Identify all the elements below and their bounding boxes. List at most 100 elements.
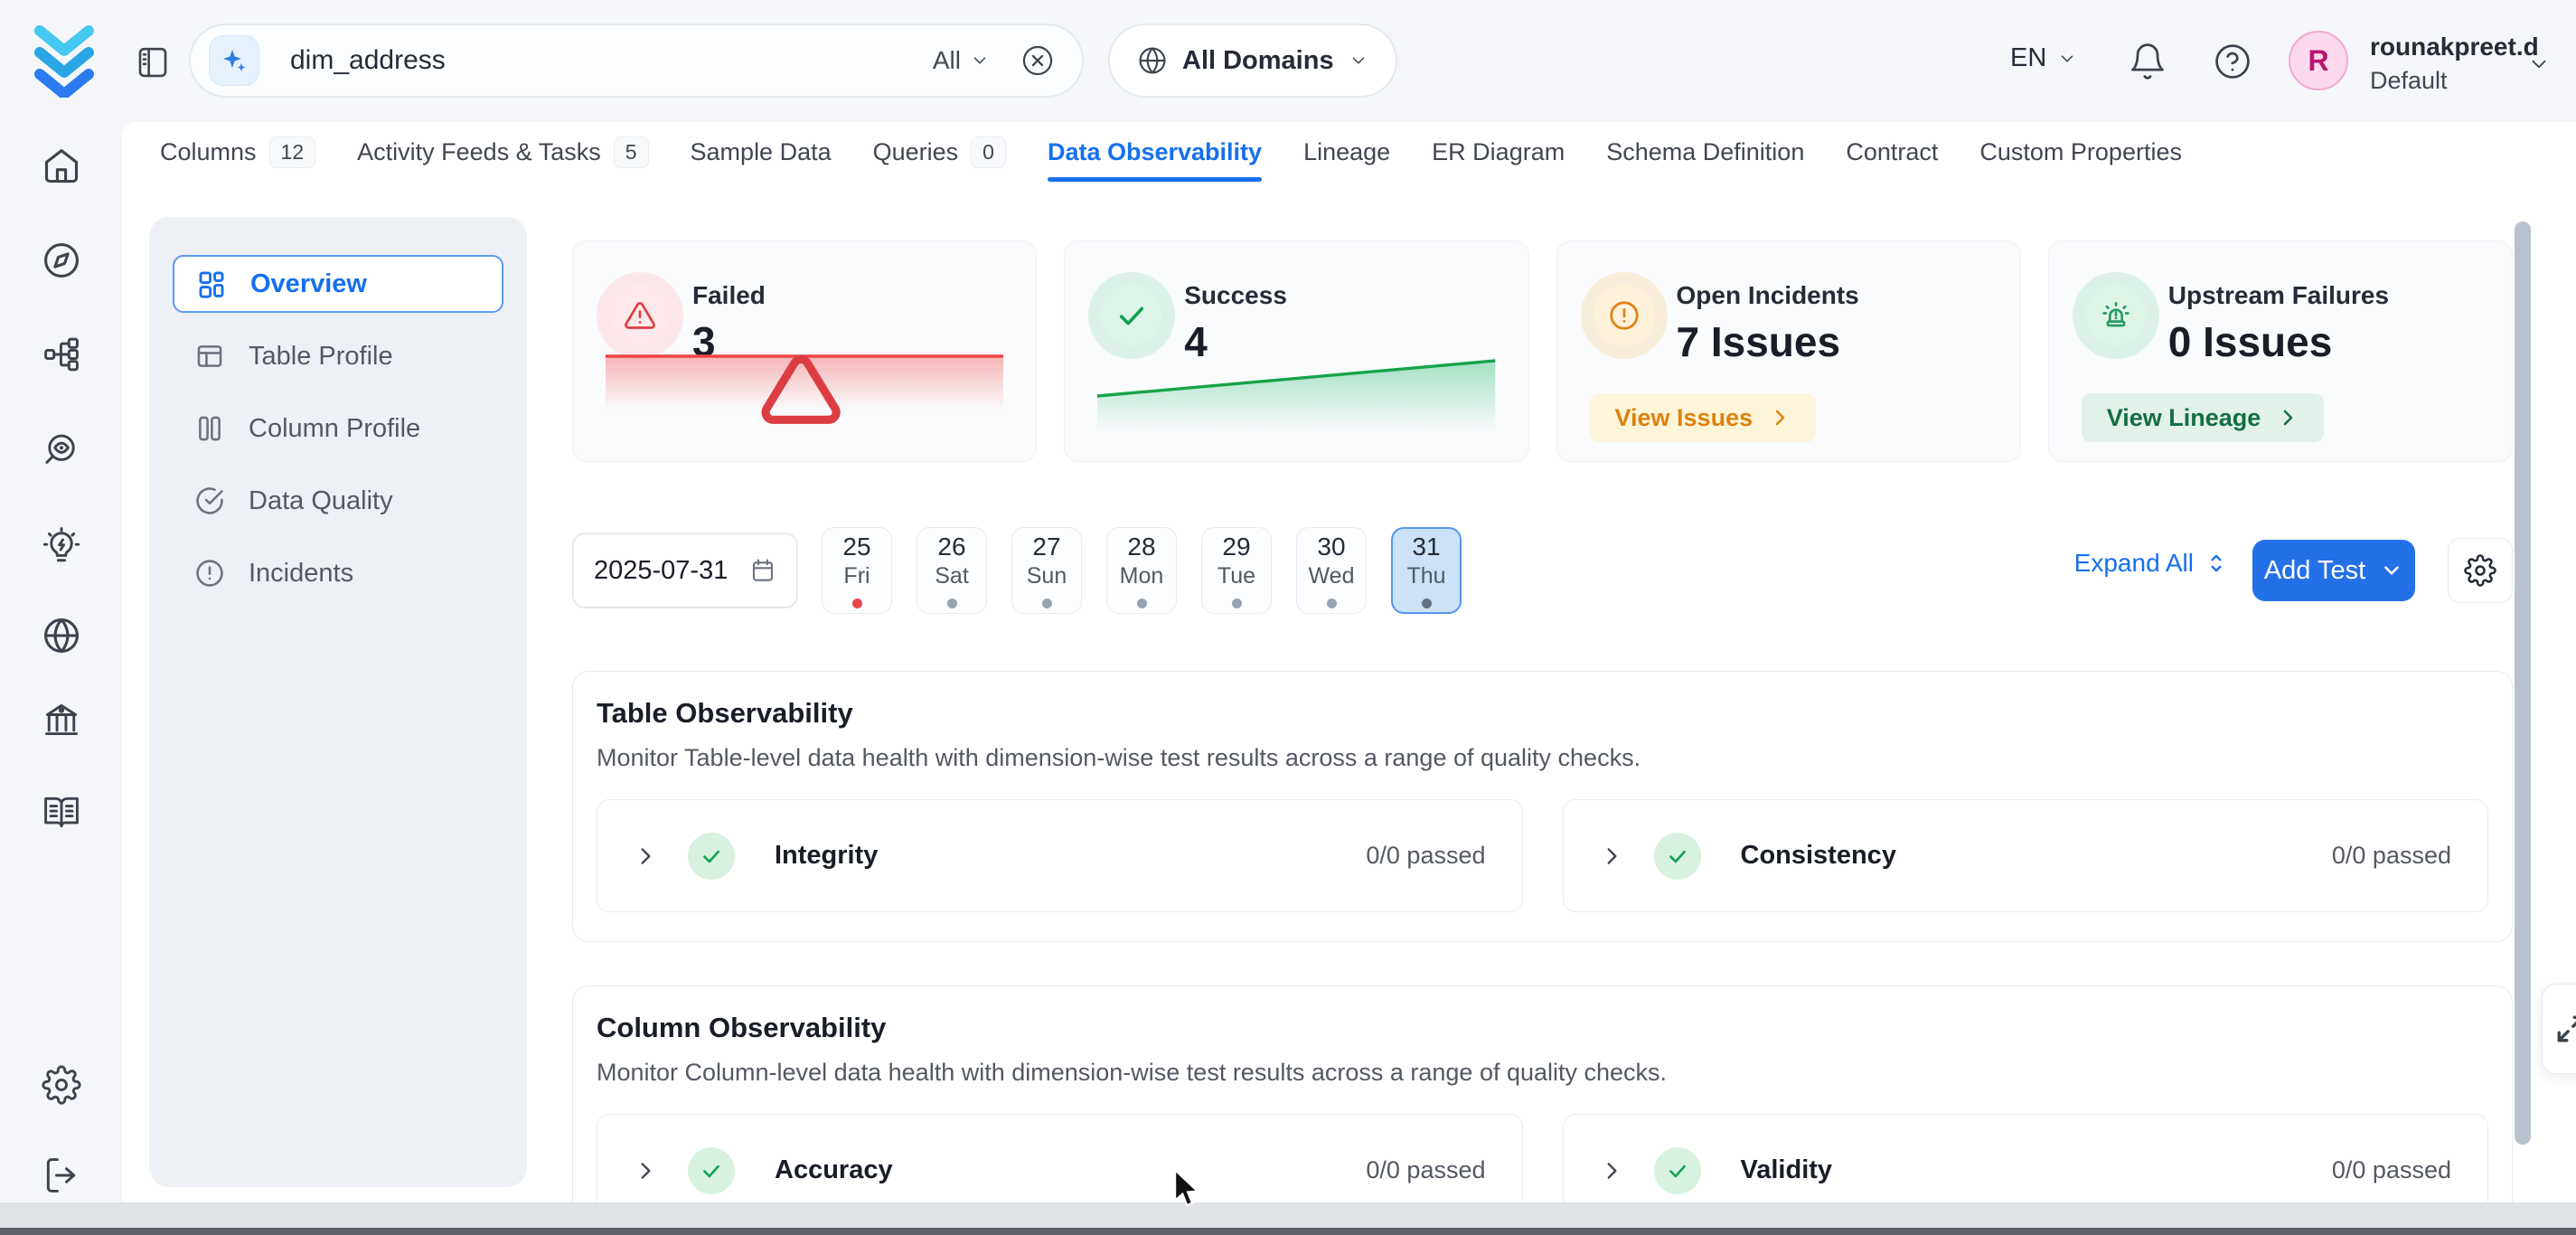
dimension-result: 0/0 passed <box>1366 1156 1486 1183</box>
tab-count-badge: 5 <box>613 136 649 168</box>
test-dimension-row-integrity[interactable]: Integrity 0/0 passed <box>597 799 1523 912</box>
user-avatar[interactable]: R <box>2289 31 2348 90</box>
dimension-name: Integrity <box>775 841 879 870</box>
alert-triangle-icon <box>609 285 671 346</box>
incident-alert-icon <box>1593 285 1655 346</box>
columns-icon <box>199 416 221 441</box>
domains-filter-button[interactable]: All Domains <box>1108 24 1397 98</box>
sidebar-item-data-quality[interactable]: Data Quality <box>173 472 503 530</box>
sidebar-item-column-profile[interactable]: Column Profile <box>173 400 503 457</box>
passed-check-icon <box>688 1146 735 1194</box>
status-dot <box>1421 599 1432 608</box>
sidebar-item-table-profile[interactable]: Table Profile <box>173 327 503 385</box>
global-search-bar[interactable]: dim_address All <box>189 24 1084 98</box>
status-dot <box>1136 599 1147 608</box>
notifications-bell-icon[interactable] <box>2128 42 2167 81</box>
observability-sidebar: Overview Table Profile Column Profile Da… <box>149 217 527 1187</box>
chevron-right-icon <box>1775 410 1785 426</box>
section-title: Column Observability <box>597 1012 887 1043</box>
chevron-right-icon[interactable] <box>1600 844 1623 868</box>
status-dot <box>1231 599 1242 608</box>
failed-card: Failed 3 <box>572 240 1038 462</box>
help-icon[interactable] <box>2213 42 2252 81</box>
language-label: EN <box>2010 43 2047 72</box>
logout-icon[interactable] <box>42 1155 81 1195</box>
edge-floating-button[interactable] <box>2542 984 2576 1074</box>
search-scope-dropdown[interactable]: All <box>933 46 990 75</box>
language-selector[interactable]: EN <box>2010 43 2077 73</box>
day-chip[interactable]: 29 Tue <box>1201 527 1272 614</box>
test-settings-button[interactable] <box>2448 538 2513 603</box>
govern-icon[interactable] <box>42 700 81 740</box>
test-dimension-row-accuracy[interactable]: Accuracy 0/0 passed <box>597 1114 1523 1202</box>
chevron-right-icon[interactable] <box>634 844 657 868</box>
grid-icon <box>199 271 224 298</box>
search-input[interactable]: dim_address <box>290 45 446 75</box>
day-chip[interactable]: 30 Wed <box>1296 527 1367 614</box>
settings-icon[interactable] <box>42 1065 81 1105</box>
left-nav-rail <box>0 122 122 1235</box>
chevron-right-icon <box>2284 410 2293 426</box>
sidebar-item-incidents[interactable]: Incidents <box>173 544 503 602</box>
observability-icon[interactable] <box>42 430 81 470</box>
dimension-name: Accuracy <box>775 1155 893 1184</box>
open-incidents-card: Open Incidents 7 Issues View Issues <box>1556 240 2021 462</box>
lineage-icon[interactable] <box>42 335 81 374</box>
upstream-failures-card: Upstream Failures 0 Issues View Lineage <box>2047 240 2513 462</box>
card-title: Open Incidents <box>1676 281 1859 309</box>
expand-all-link[interactable]: Expand All <box>2074 549 2228 578</box>
day-chip[interactable]: 27 Sun <box>1011 527 1082 614</box>
date-picker-input[interactable]: 2025-07-31 <box>572 533 798 608</box>
card-value: 7 Issues <box>1676 318 1841 365</box>
user-name: rounakpreet.d <box>2370 33 2539 61</box>
insights-icon[interactable] <box>42 526 81 566</box>
section-title: Table Observability <box>597 697 853 729</box>
table-icon <box>197 345 222 367</box>
clear-search-icon[interactable] <box>1020 43 1055 78</box>
check-icon <box>1101 285 1163 346</box>
status-dot <box>1326 599 1337 608</box>
explore-icon[interactable] <box>42 240 81 280</box>
day-chip[interactable]: 26 Sat <box>917 527 987 614</box>
tab-schema-definition[interactable]: Schema Definition <box>1606 137 1805 165</box>
collapse-sidebar-icon[interactable] <box>134 43 172 81</box>
expand-arrows-icon <box>2557 1015 2576 1042</box>
vertical-scrollbar[interactable] <box>2515 222 2531 1145</box>
status-dot <box>946 599 957 608</box>
success-trend-sparkline <box>1097 350 1496 440</box>
trend-marker-icon <box>761 354 841 424</box>
sidebar-item-overview[interactable]: Overview <box>173 255 503 313</box>
day-chip-selected[interactable]: 31 Thu <box>1391 527 1462 614</box>
glossary-icon[interactable] <box>42 792 81 832</box>
day-chip[interactable]: 28 Mon <box>1106 527 1177 614</box>
home-icon[interactable] <box>42 146 81 186</box>
tab-count-badge: 0 <box>971 136 1006 168</box>
tab-queries[interactable]: Queries 0 <box>873 122 1006 182</box>
tab-contract[interactable]: Contract <box>1846 137 1939 165</box>
user-menu-caret-icon[interactable] <box>2527 52 2551 76</box>
table-observability-section: Table Observability Monitor Table-level … <box>572 671 2513 942</box>
tab-activity-feeds[interactable]: Activity Feeds & Tasks 5 <box>357 122 649 182</box>
test-dimension-row-consistency[interactable]: Consistency 0/0 passed <box>1562 799 2488 912</box>
tab-sample-data[interactable]: Sample Data <box>690 137 832 165</box>
chevron-right-icon[interactable] <box>1600 1159 1623 1183</box>
window-bottom-strip <box>0 1202 2576 1228</box>
success-card: Success 4 <box>1064 240 1529 462</box>
status-dot <box>1041 599 1052 608</box>
expand-collapse-icon <box>2211 554 2222 572</box>
view-issues-button[interactable]: View Issues <box>1589 393 1817 442</box>
test-dimension-row-validity[interactable]: Validity 0/0 passed <box>1562 1114 2488 1202</box>
tab-custom-properties[interactable]: Custom Properties <box>1979 137 2182 165</box>
view-lineage-button[interactable]: View Lineage <box>2081 393 2325 442</box>
tab-er-diagram[interactable]: ER Diagram <box>1432 137 1565 165</box>
add-test-button[interactable]: Add Test <box>2252 540 2415 601</box>
tab-data-observability[interactable]: Data Observability <box>1047 122 1263 182</box>
day-chip[interactable]: 25 Fri <box>822 527 892 614</box>
tab-columns[interactable]: Columns 12 <box>160 122 316 182</box>
tab-lineage[interactable]: Lineage <box>1303 137 1391 165</box>
chevron-right-icon[interactable] <box>634 1159 657 1183</box>
date-toolbar: 2025-07-31 25 Fri 26 Sat 27 Sun 28 Mon 29 Tue… <box>572 527 2513 614</box>
domains-icon[interactable] <box>42 616 81 655</box>
check-circle-icon <box>196 487 223 514</box>
app-logo-icon[interactable] <box>33 24 96 98</box>
